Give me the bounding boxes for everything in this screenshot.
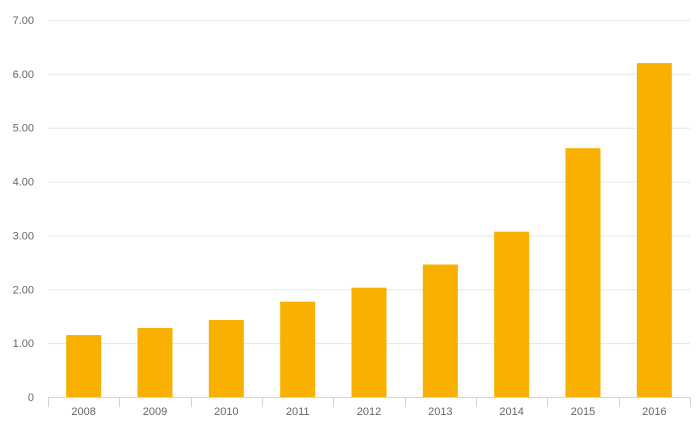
y-tick-label: 2.00 — [13, 284, 34, 296]
bar-2015[interactable] — [565, 148, 601, 397]
x-tick-label: 2012 — [357, 406, 381, 418]
x-tick-label: 2013 — [428, 406, 452, 418]
bar-2013[interactable] — [422, 264, 458, 397]
x-tick-label: 2010 — [214, 406, 238, 418]
y-tick-label: 4.00 — [13, 177, 34, 189]
bar-2016[interactable] — [636, 63, 672, 397]
y-tick-label: 7.00 — [13, 15, 34, 27]
x-tick-label: 2015 — [571, 406, 595, 418]
y-tick-label: 6.00 — [13, 69, 34, 81]
bar-2008[interactable] — [66, 335, 102, 397]
y-tick-label: 3.00 — [13, 230, 34, 242]
y-tick-label: 0 — [28, 392, 34, 404]
bars — [66, 63, 672, 397]
x-tick-label: 2009 — [143, 406, 167, 418]
y-tick-label: 5.00 — [13, 123, 34, 135]
y-axis-tick-labels: 0 1.00 2.00 3.00 4.00 5.00 6.00 7.00 — [13, 15, 34, 404]
bar-2009[interactable] — [137, 328, 173, 397]
bar-2012[interactable] — [351, 287, 387, 397]
x-tick-label: 2011 — [286, 406, 310, 418]
x-tick-label: 2014 — [499, 406, 523, 418]
bar-2010[interactable] — [208, 319, 244, 397]
y-tick-label: 1.00 — [13, 338, 34, 350]
x-tick-label: 2008 — [71, 406, 95, 418]
bar-2011[interactable] — [280, 301, 316, 397]
bar-2014[interactable] — [494, 231, 530, 397]
x-tick-label: 2016 — [642, 406, 666, 418]
grid-lines — [48, 20, 690, 345]
x-axis: 2008 2009 2010 2011 2012 2013 2014 2015 2016 — [48, 397, 691, 418]
